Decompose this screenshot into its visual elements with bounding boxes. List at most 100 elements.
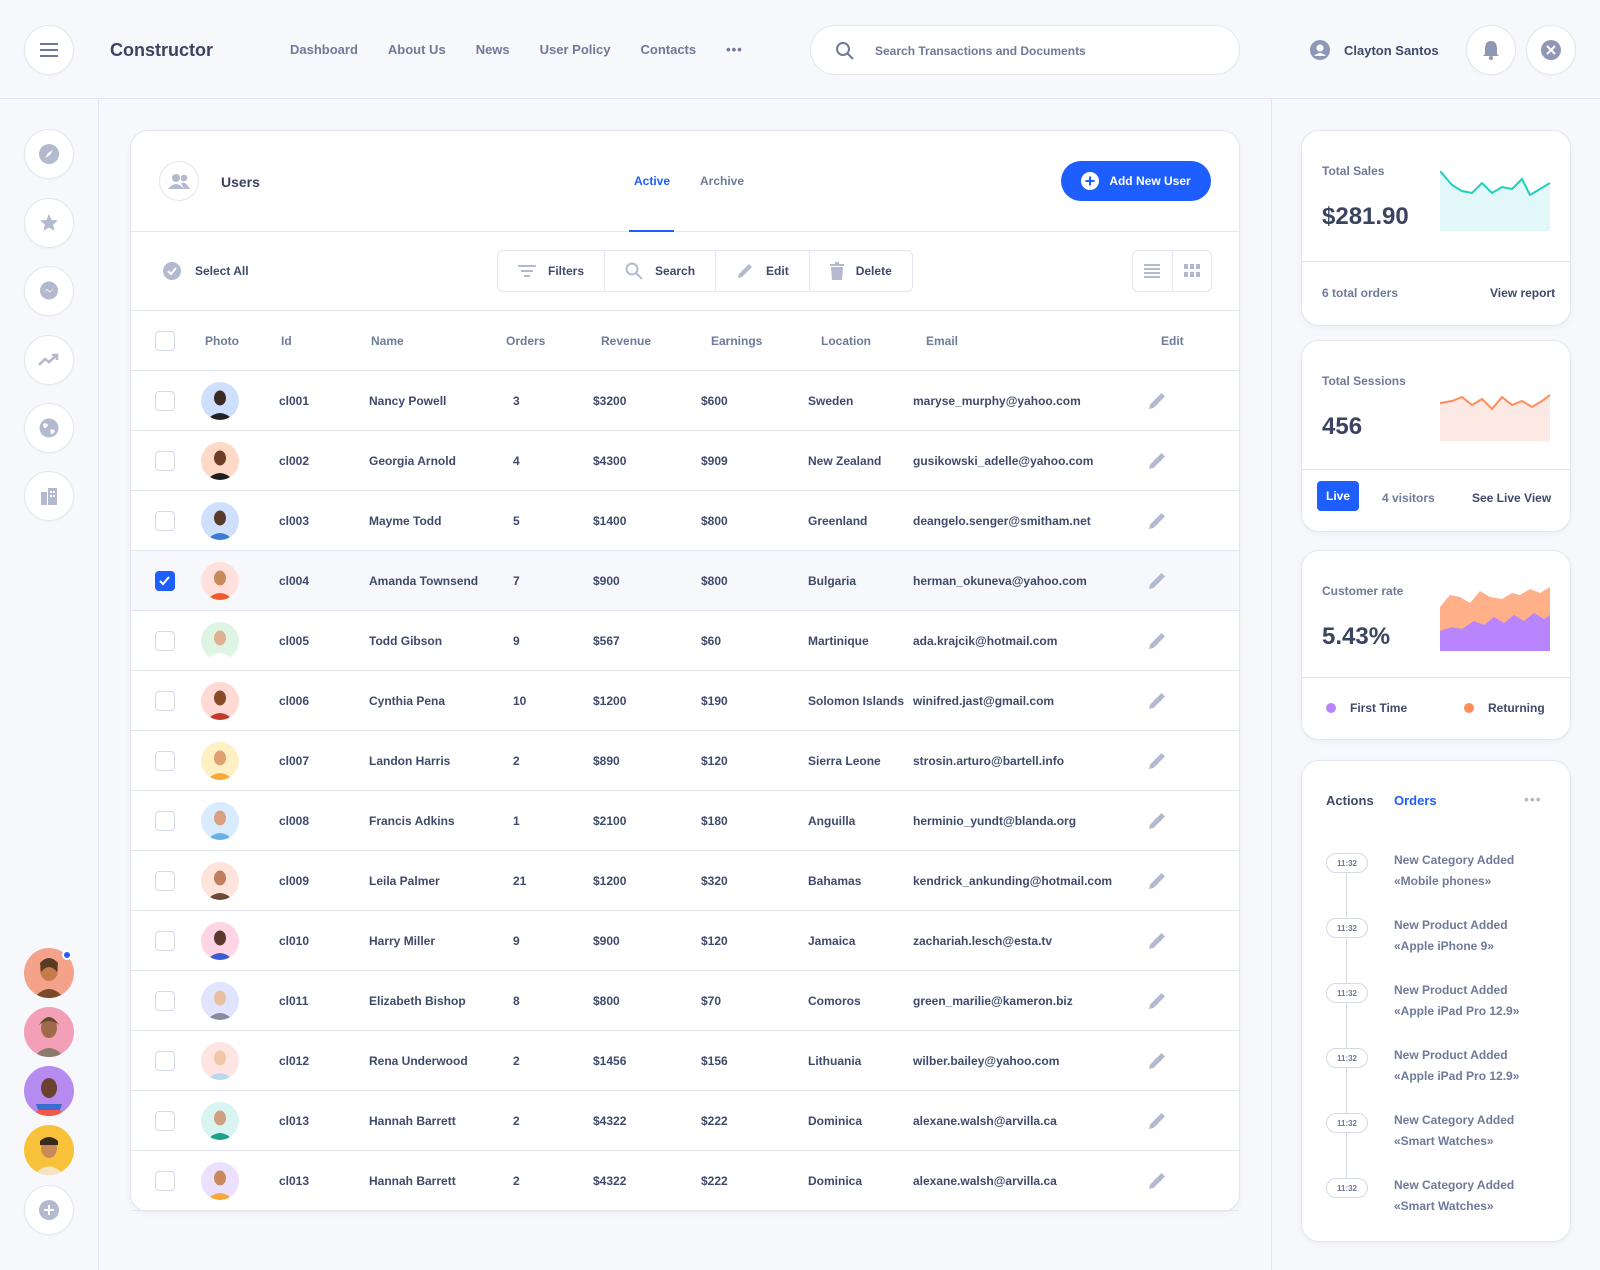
timeline-item[interactable]: 11:32 New Category Added «Smart Watches» [1326,1113,1546,1157]
sidebar-analytics[interactable] [24,335,74,385]
search-input[interactable]: Search Transactions and Documents [810,25,1240,75]
table-row[interactable]: cl013 Hannah Barrett 2 $4322 $222 Domini… [131,1091,1239,1151]
tab-archive[interactable]: Archive [700,174,745,188]
row-edit-button[interactable] [1147,871,1167,894]
table-row[interactable]: cl008 Francis Adkins 1 $2100 $180 Anguil… [131,791,1239,851]
team-avatar[interactable] [24,1007,74,1057]
timeline-item[interactable]: 11:32 New Category Added «Mobile phones» [1326,853,1546,897]
row-checkbox[interactable] [155,751,175,771]
row-checkbox[interactable] [155,1111,175,1131]
users-card: Users Active Archive Add New User Select… [130,130,1240,1212]
live-badge[interactable]: Live [1317,481,1359,511]
timeline-line [1346,863,1347,1193]
search-placeholder: Search Transactions and Documents [875,44,1086,58]
timeline-item[interactable]: 11:32 New Category Added «Smart Watches» [1326,1178,1546,1222]
row-edit-button[interactable] [1147,931,1167,954]
row-checkbox[interactable] [155,691,175,711]
legend-returning-label: Returning [1488,701,1545,715]
filters-button[interactable]: Filters [498,251,606,291]
table-row[interactable]: cl004 Amanda Townsend 7 $900 $800 Bulgar… [131,551,1239,611]
row-checkbox[interactable] [155,511,175,531]
table-row[interactable]: cl011 Elizabeth Bishop 8 $800 $70 Comoro… [131,971,1239,1031]
nav-user-policy[interactable]: User Policy [539,42,611,57]
timeline-item[interactable]: 11:32 New Product Added «Apple iPhone 9» [1326,918,1546,962]
table-row[interactable]: cl005 Todd Gibson 9 $567 $60 Martinique … [131,611,1239,671]
table-row[interactable]: cl002 Georgia Arnold 4 $4300 $909 New Ze… [131,431,1239,491]
team-avatar[interactable] [24,1066,74,1116]
user-menu[interactable]: Clayton Santos [1310,40,1439,60]
row-checkbox[interactable] [155,931,175,951]
header-checkbox[interactable] [155,331,175,351]
edit-button[interactable]: Edit [716,251,810,291]
sidebar-company[interactable] [24,471,74,521]
row-edit-button[interactable] [1147,1171,1167,1194]
row-checkbox[interactable] [155,451,175,471]
row-edit-button[interactable] [1147,1111,1167,1134]
search-button[interactable]: Search [605,251,717,291]
see-live-view-link[interactable]: See Live View [1472,491,1552,505]
sidebar-messages[interactable] [24,266,74,316]
more-dots-icon[interactable]: ••• [1524,791,1542,807]
timeline-time: 11:32 [1326,1048,1368,1068]
row-checkbox[interactable] [155,391,175,411]
legend-first-time: First Time [1326,701,1407,715]
select-all[interactable]: Select All [163,262,249,280]
customer-rate-card: Customer rate 5.43% First Time Returning [1301,550,1571,740]
row-edit-button[interactable] [1147,511,1167,534]
row-checkbox[interactable] [155,871,175,891]
table-row[interactable]: cl006 Cynthia Pena 10 $1200 $190 Solomon… [131,671,1239,731]
row-checkbox[interactable] [155,631,175,651]
pencil-icon [1149,453,1165,469]
sidebar-compass[interactable] [24,129,74,179]
row-checkbox[interactable] [155,1171,175,1191]
grid-view-button[interactable] [1173,251,1212,291]
nav-news[interactable]: News [475,42,510,57]
add-user-button[interactable]: Add New User [1061,161,1211,201]
sidebar-globe[interactable] [24,403,74,453]
row-edit-button[interactable] [1147,751,1167,774]
view-report-link[interactable]: View report [1490,286,1556,300]
table-row[interactable]: cl001 Nancy Powell 3 $3200 $600 Sweden m… [131,371,1239,431]
row-edit-button[interactable] [1147,1051,1167,1074]
team-avatar[interactable] [24,1125,74,1175]
row-edit-button[interactable] [1147,451,1167,474]
row-edit-button[interactable] [1147,811,1167,834]
table-row[interactable]: cl013 Hannah Barrett 2 $4322 $222 Domini… [131,1151,1239,1211]
cell-revenue: $1200 [593,694,627,708]
delete-button[interactable]: Delete [810,251,912,291]
tab-orders[interactable]: Orders [1394,793,1437,808]
close-button[interactable] [1526,25,1576,75]
sidebar-favorites[interactable] [24,198,74,248]
row-checkbox[interactable] [155,991,175,1011]
table-row[interactable]: cl009 Leila Palmer 21 $1200 $320 Bahamas… [131,851,1239,911]
table-row[interactable]: cl003 Mayme Todd 5 $1400 $800 Greenland … [131,491,1239,551]
row-checkbox[interactable] [155,811,175,831]
add-member-button[interactable] [24,1185,74,1235]
timeline-item[interactable]: 11:32 New Product Added «Apple iPad Pro … [1326,1048,1546,1092]
notifications-button[interactable] [1466,25,1516,75]
row-edit-button[interactable] [1147,391,1167,414]
nav-dashboard[interactable]: Dashboard [290,42,358,57]
row-edit-button[interactable] [1147,691,1167,714]
tab-actions[interactable]: Actions [1326,793,1374,808]
table-row[interactable]: cl007 Landon Harris 2 $890 $120 Sierra L… [131,731,1239,791]
nav-contacts[interactable]: Contacts [640,42,697,57]
menu-button[interactable] [24,25,74,75]
row-checkbox[interactable] [155,1051,175,1071]
orange-dot-icon [1464,703,1474,713]
more-dots-icon[interactable]: ••• [726,42,743,57]
table-row[interactable]: cl012 Rena Underwood 2 $1456 $156 Lithua… [131,1031,1239,1091]
tab-active[interactable]: Active [634,174,671,188]
row-edit-button[interactable] [1147,631,1167,654]
timeline-item[interactable]: 11:32 New Product Added «Apple iPad Pro … [1326,983,1546,1027]
cell-name: Leila Palmer [369,874,440,888]
list-view-button[interactable] [1133,251,1173,291]
row-edit-button[interactable] [1147,571,1167,594]
col-orders: Orders [506,334,546,348]
row-checkbox[interactable] [155,571,175,591]
online-indicator [62,950,72,960]
table-row[interactable]: cl010 Harry Miller 9 $900 $120 Jamaica z… [131,911,1239,971]
row-edit-button[interactable] [1147,991,1167,1014]
nav-about[interactable]: About Us [387,42,446,57]
team-avatar[interactable] [24,948,74,998]
